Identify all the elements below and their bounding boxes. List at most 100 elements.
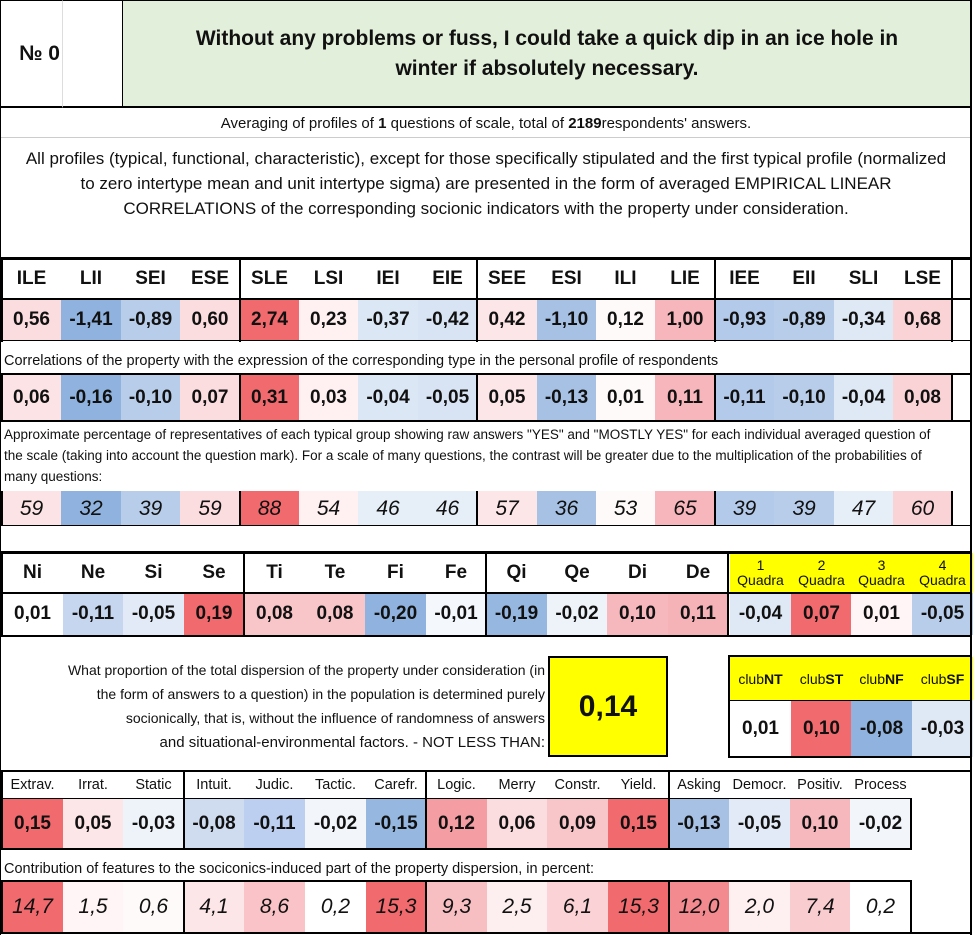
trait-header-yield: Yield. xyxy=(620,777,657,793)
grid-line xyxy=(714,373,716,422)
quadra-header-3: 3 Quadra xyxy=(851,553,912,593)
type-header-sli: SLI xyxy=(848,268,879,289)
function-header-de: De xyxy=(685,562,711,583)
grid-line xyxy=(728,756,972,758)
type-header-eii: EII xyxy=(792,268,816,289)
type-percentage-iee: 39 xyxy=(715,491,774,526)
type-corr-see: 0,05 xyxy=(477,375,537,420)
trait-value-democr: -0,05 xyxy=(729,799,790,848)
quadra-value-4: -0,05 xyxy=(912,593,973,635)
grid-line xyxy=(0,420,972,422)
type-profile-eie: -0,42 xyxy=(418,300,477,340)
type-corr-iee: -0,11 xyxy=(715,375,774,420)
grid-line xyxy=(0,525,972,526)
quadra-header-4: 4 Quadra xyxy=(912,553,973,593)
grid-line xyxy=(951,373,953,422)
function-value-te: 0,08 xyxy=(305,593,365,635)
function-value-ne: -0,11 xyxy=(63,593,123,635)
type-profile-sei: -0,89 xyxy=(121,300,180,340)
grid-line xyxy=(183,880,185,934)
trait-contribution-extrav: 14,7 xyxy=(2,881,63,933)
function-value-si: -0,05 xyxy=(123,593,184,635)
type-profile-ese: 0,60 xyxy=(180,300,240,340)
type-corr-ili: 0,01 xyxy=(596,375,655,420)
club-header-nt: club NT xyxy=(730,657,791,700)
type-percentage-lsi: 54 xyxy=(299,491,358,526)
contribution-caption: Contribution of features to the sociconi… xyxy=(4,861,594,877)
trait-value-positiv: 0,10 xyxy=(790,799,850,848)
trait-header-irrat: Irrat. xyxy=(78,777,108,793)
type-header-ile: ILE xyxy=(16,268,47,289)
type-header-sle: SLE xyxy=(251,268,288,289)
function-header-qi: Qi xyxy=(506,562,527,583)
grid-line xyxy=(970,0,972,935)
function-header-fi: Fi xyxy=(387,562,404,583)
trait-value-tactic: -0,02 xyxy=(305,799,366,848)
type-percentage-eie: 46 xyxy=(418,491,477,526)
type-header-lii: LII xyxy=(79,268,103,289)
club-suffix: NF xyxy=(885,670,904,687)
type-header-iei: IEI xyxy=(376,268,400,289)
grid-line xyxy=(1,257,3,342)
club-suffix: SF xyxy=(946,670,965,687)
trait-contribution-merry: 2,5 xyxy=(487,881,547,933)
type-profile-see: 0,42 xyxy=(477,300,537,340)
type-profile-esi: -1,10 xyxy=(537,300,596,340)
trait-value-constr: 0,09 xyxy=(547,799,608,848)
trait-contribution-democr: 2,0 xyxy=(729,881,790,933)
club-prefix: club xyxy=(738,670,764,687)
trait-contribution-judic: 8,6 xyxy=(244,881,305,933)
type-header-sei: SEI xyxy=(135,268,166,289)
grid-line xyxy=(910,798,912,850)
type-percentage-ile: 59 xyxy=(2,491,61,526)
trait-header-positiv: Positiv. xyxy=(797,777,843,793)
grid-line xyxy=(714,491,716,526)
type-corr-iei: -0,04 xyxy=(358,375,418,420)
grid-line xyxy=(476,373,478,422)
grid-line xyxy=(668,880,670,934)
trait-header-merry: Merry xyxy=(498,777,536,793)
club-prefix: club xyxy=(859,670,885,687)
grid-line xyxy=(0,848,912,850)
dispersion-value-box: 0,14 xyxy=(548,656,668,757)
trait-header-judic: Judic. xyxy=(255,777,294,793)
type-header-iee: IEE xyxy=(729,268,760,289)
grid-line xyxy=(727,551,729,637)
grid-line xyxy=(0,340,972,341)
question-title-cell: Without any problems or fuss, I could ta… xyxy=(122,0,972,108)
grid-line xyxy=(183,770,185,850)
type-corr-lie: 0,11 xyxy=(655,375,715,420)
grid-line xyxy=(1,880,3,934)
type-header-lie: LIE xyxy=(670,268,700,289)
grid-line xyxy=(0,373,972,375)
type-corr-eii: -0,10 xyxy=(774,375,834,420)
dispersion-note: What proportion of the total dispersion … xyxy=(67,662,545,751)
type-header-see: SEE xyxy=(487,268,527,289)
trait-header-democr: Democr. xyxy=(732,777,787,793)
grid-line xyxy=(0,932,972,934)
club-suffix: ST xyxy=(825,670,844,687)
type-profile-lie: 1,00 xyxy=(655,300,715,340)
trait-value-yield: 0,15 xyxy=(608,799,669,848)
trait-value-static: -0,03 xyxy=(123,799,184,848)
type-percentage-sle: 88 xyxy=(240,491,299,526)
club-value-nf: -0,08 xyxy=(851,700,912,757)
type-header-lsi: LSI xyxy=(313,268,344,289)
type-percentage-lii: 32 xyxy=(61,491,121,526)
type-corr-sli: -0,04 xyxy=(834,375,893,420)
quadra-number: 3 xyxy=(877,557,886,573)
type-corr-ese: 0,07 xyxy=(180,375,240,420)
grid-line xyxy=(425,880,427,934)
trait-contribution-asking: 12,0 xyxy=(669,881,729,933)
type-corr-lsi: 0,03 xyxy=(299,375,358,420)
club-header-st: club ST xyxy=(791,657,852,700)
function-value-se: 0,19 xyxy=(184,593,244,635)
trait-contribution-yield: 15,3 xyxy=(608,881,669,933)
type-percentage-sli: 47 xyxy=(834,491,893,526)
grid-line xyxy=(425,770,427,850)
type-profile-iei: -0,37 xyxy=(358,300,418,340)
type-corr-sei: -0,10 xyxy=(121,375,180,420)
trait-contribution-constr: 6,1 xyxy=(547,881,608,933)
trait-contribution-carefr: 15,3 xyxy=(366,881,426,933)
type-profile-sle: 2,74 xyxy=(240,300,299,340)
